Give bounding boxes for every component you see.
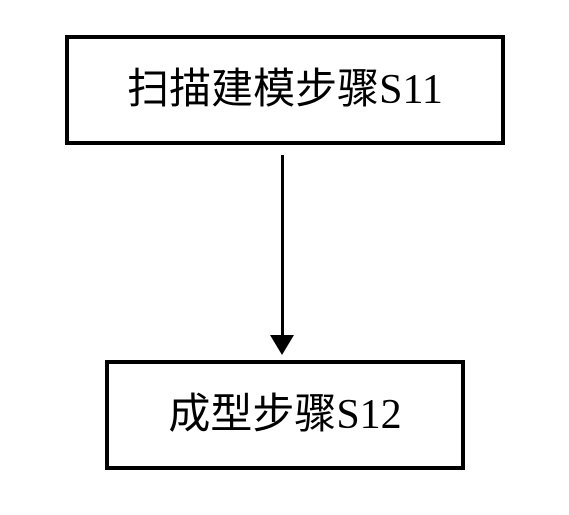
edge-line xyxy=(281,155,284,338)
node-2-label: 成型步骤S12 xyxy=(168,394,401,436)
flowchart-node-1: 扫描建模步骤S11 xyxy=(65,35,505,145)
flowchart-node-2: 成型步骤S12 xyxy=(105,360,465,470)
arrow-down-icon xyxy=(270,335,294,355)
node-1-label: 扫描建模步骤S11 xyxy=(127,69,443,111)
